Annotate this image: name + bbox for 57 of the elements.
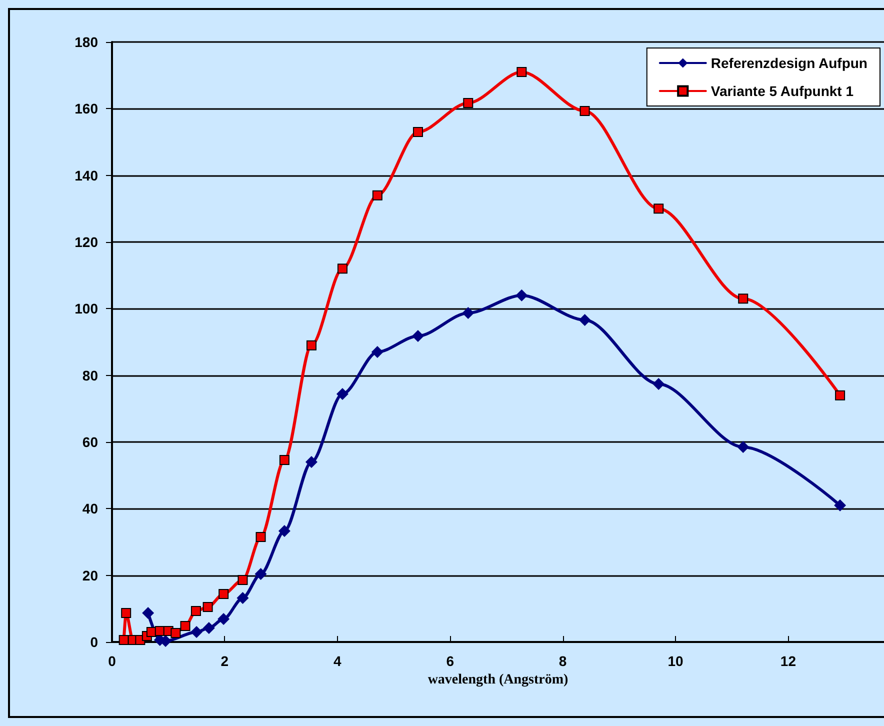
x-tick-label: 6: [446, 653, 454, 669]
y-tick-label: 100: [74, 300, 98, 317]
point: [737, 441, 750, 453]
x-tick-label: 12: [780, 653, 796, 669]
point: [412, 127, 423, 137]
legend-label: Variante 5 Aufpunkt 1: [710, 83, 854, 99]
point: [516, 289, 528, 302]
y-tick-label: 40: [82, 500, 98, 517]
y-tick-label: 0: [90, 634, 98, 650]
y-tick-label: 160: [74, 100, 98, 117]
x-tick-label: 2: [220, 653, 229, 669]
y-tick-label: 20: [82, 567, 98, 584]
point: [190, 606, 201, 616]
point: [336, 388, 348, 400]
point: [412, 330, 424, 342]
point: [254, 568, 267, 580]
point: [180, 621, 190, 631]
point: [306, 340, 316, 350]
point: [121, 608, 132, 618]
point: [190, 626, 203, 638]
point: [835, 390, 846, 400]
point: [218, 589, 229, 599]
point: [305, 456, 318, 468]
point: [462, 307, 474, 319]
point: [236, 592, 249, 604]
point: [578, 314, 591, 326]
point: [170, 628, 181, 638]
point: [238, 575, 248, 585]
point: [516, 67, 527, 77]
point: [142, 607, 154, 619]
x-tick-label: 10: [668, 653, 684, 669]
point: [278, 525, 290, 537]
point: [202, 622, 215, 634]
y-tick-label: 180: [74, 34, 98, 50]
point: [580, 106, 590, 116]
point: [372, 190, 382, 200]
point: [371, 346, 384, 358]
x-tick-label: 8: [558, 653, 567, 669]
point: [738, 294, 748, 304]
legend-label: Referenzdesign Aufpun: [710, 55, 868, 71]
point: [256, 532, 266, 542]
point: [654, 204, 664, 214]
y-tick-label: 60: [82, 434, 98, 450]
point: [652, 378, 665, 390]
point: [834, 499, 846, 512]
point: [202, 602, 213, 612]
point: [463, 98, 474, 108]
x-axis-title: wavelength (Angström): [428, 672, 569, 688]
point: [218, 613, 230, 625]
y-tick-label: 80: [82, 367, 98, 384]
x-tick-label: 0: [108, 653, 116, 669]
x-tick-label: 4: [334, 653, 342, 669]
y-tick-label: 120: [74, 234, 98, 250]
point: [118, 635, 129, 645]
y-tick-label: 140: [74, 167, 98, 184]
point: [279, 455, 290, 465]
point: [337, 264, 348, 274]
